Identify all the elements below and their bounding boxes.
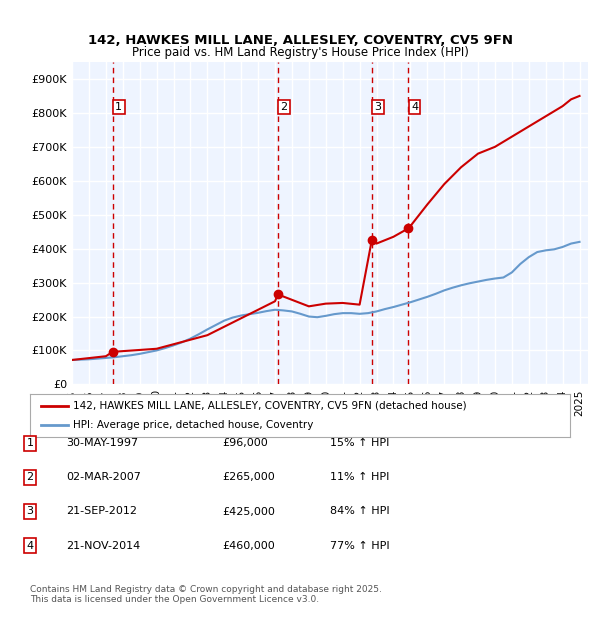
Text: £265,000: £265,000 xyxy=(222,472,275,482)
Text: 1: 1 xyxy=(115,102,122,112)
Text: 4: 4 xyxy=(26,541,34,551)
Text: 11% ↑ HPI: 11% ↑ HPI xyxy=(330,472,389,482)
Text: 2: 2 xyxy=(26,472,34,482)
Text: 21-NOV-2014: 21-NOV-2014 xyxy=(66,541,140,551)
Text: 30-MAY-1997: 30-MAY-1997 xyxy=(66,438,138,448)
Text: HPI: Average price, detached house, Coventry: HPI: Average price, detached house, Cove… xyxy=(73,420,314,430)
Text: 1: 1 xyxy=(26,438,34,448)
Text: 4: 4 xyxy=(411,102,418,112)
Text: 142, HAWKES MILL LANE, ALLESLEY, COVENTRY, CV5 9FN (detached house): 142, HAWKES MILL LANE, ALLESLEY, COVENTR… xyxy=(73,401,467,411)
Text: 3: 3 xyxy=(374,102,382,112)
Text: 77% ↑ HPI: 77% ↑ HPI xyxy=(330,541,389,551)
Text: £460,000: £460,000 xyxy=(222,541,275,551)
Text: 21-SEP-2012: 21-SEP-2012 xyxy=(66,507,137,516)
Text: 3: 3 xyxy=(26,507,34,516)
Text: Price paid vs. HM Land Registry's House Price Index (HPI): Price paid vs. HM Land Registry's House … xyxy=(131,46,469,59)
Text: £96,000: £96,000 xyxy=(222,438,268,448)
Text: £425,000: £425,000 xyxy=(222,507,275,516)
Text: 142, HAWKES MILL LANE, ALLESLEY, COVENTRY, CV5 9FN: 142, HAWKES MILL LANE, ALLESLEY, COVENTR… xyxy=(88,34,512,46)
Text: 84% ↑ HPI: 84% ↑ HPI xyxy=(330,507,389,516)
Text: 02-MAR-2007: 02-MAR-2007 xyxy=(66,472,141,482)
Text: 2: 2 xyxy=(280,102,287,112)
Text: Contains HM Land Registry data © Crown copyright and database right 2025.
This d: Contains HM Land Registry data © Crown c… xyxy=(30,585,382,604)
Text: 15% ↑ HPI: 15% ↑ HPI xyxy=(330,438,389,448)
